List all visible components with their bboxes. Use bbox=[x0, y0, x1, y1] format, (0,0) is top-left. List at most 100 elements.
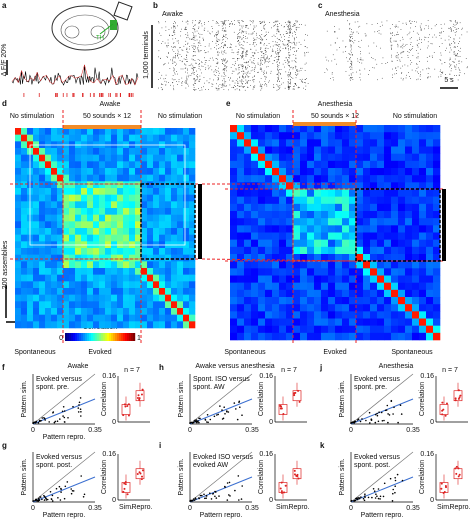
raster-dot bbox=[293, 24, 294, 26]
raster-dot bbox=[289, 86, 290, 87]
heat-cell bbox=[398, 246, 406, 255]
heat-cell bbox=[265, 211, 273, 219]
heat-cell bbox=[183, 168, 190, 175]
heat-cell bbox=[328, 211, 336, 219]
heat-cell bbox=[307, 232, 315, 240]
raster-dot bbox=[287, 26, 289, 27]
heat-cell bbox=[314, 160, 322, 169]
heat-cell bbox=[165, 174, 172, 182]
raster-dot bbox=[192, 71, 194, 73]
raster-dot bbox=[419, 39, 420, 40]
raster-dot bbox=[259, 35, 260, 36]
raster-dot bbox=[237, 41, 238, 42]
raster-dot bbox=[346, 57, 347, 59]
scatter-dot bbox=[79, 408, 82, 411]
heat-cell bbox=[147, 214, 154, 222]
raster-dot bbox=[349, 58, 351, 59]
heat-cell bbox=[335, 325, 343, 334]
heat-cell bbox=[117, 268, 124, 275]
raster-dot bbox=[269, 22, 270, 23]
raster-dot bbox=[280, 73, 281, 75]
raster-dot bbox=[390, 32, 391, 34]
raster-dot bbox=[278, 65, 280, 66]
heat-cell bbox=[105, 294, 112, 302]
heat-cell bbox=[433, 289, 441, 298]
heat-cell bbox=[75, 174, 82, 182]
heat-cell bbox=[412, 311, 420, 319]
raster-dot bbox=[288, 74, 290, 75]
heat-cell bbox=[412, 304, 420, 312]
heat-cell bbox=[33, 274, 40, 282]
heat-cell bbox=[433, 325, 441, 334]
raster-dot bbox=[158, 22, 160, 24]
raster-dot bbox=[186, 49, 187, 50]
y-axis-label: Pattern sim. bbox=[178, 380, 185, 417]
raster-dot bbox=[393, 40, 395, 42]
box-dot bbox=[457, 389, 460, 392]
raster-dot bbox=[198, 49, 199, 51]
heat-cell bbox=[412, 318, 420, 326]
heat-cell bbox=[189, 254, 196, 262]
heat-cell bbox=[230, 211, 238, 219]
box bbox=[292, 468, 302, 480]
heat-cell bbox=[391, 311, 399, 319]
raster-dot bbox=[282, 48, 284, 49]
heat-cell bbox=[189, 174, 196, 182]
heat-cell bbox=[141, 201, 148, 209]
scatter-dot bbox=[63, 497, 66, 500]
heat-cell bbox=[349, 146, 357, 154]
raster-dot bbox=[284, 87, 286, 89]
raster-dot bbox=[241, 82, 242, 84]
raster-dot bbox=[453, 38, 455, 39]
scatter-dot bbox=[229, 495, 231, 497]
raster-dot bbox=[175, 65, 176, 66]
raster-dot bbox=[398, 21, 400, 22]
heat-cell bbox=[39, 281, 46, 289]
raster-dot bbox=[167, 57, 168, 58]
heat-cell bbox=[300, 332, 308, 341]
raster-dot bbox=[291, 42, 293, 44]
raster-dot bbox=[352, 79, 354, 80]
raster-dot bbox=[192, 22, 193, 24]
heat-cell bbox=[230, 289, 238, 298]
raster-dot bbox=[409, 21, 410, 22]
raster-dot bbox=[158, 72, 160, 73]
heat-cell bbox=[251, 232, 259, 240]
raster-dot bbox=[187, 42, 189, 44]
raster-dot bbox=[186, 77, 187, 79]
heat-cell bbox=[398, 289, 406, 298]
heat-cell bbox=[293, 297, 301, 305]
heat-cell bbox=[335, 196, 343, 205]
raster-dot bbox=[460, 47, 461, 49]
raster-dot bbox=[243, 77, 245, 79]
raster-dot bbox=[277, 29, 279, 30]
heat-cell bbox=[147, 154, 154, 162]
raster-dot bbox=[194, 89, 196, 90]
raster-dot bbox=[247, 86, 248, 88]
identity-line bbox=[32, 373, 96, 425]
colorbar-cell bbox=[105, 333, 108, 341]
raster-dot bbox=[368, 45, 369, 47]
heat-cell bbox=[57, 254, 64, 262]
heat-cell bbox=[370, 318, 378, 326]
raster-dot bbox=[260, 89, 262, 91]
raster-dot bbox=[380, 33, 382, 35]
heat-cell bbox=[141, 294, 148, 302]
heat-cell bbox=[391, 153, 399, 162]
event-tick bbox=[55, 93, 56, 97]
scatter-dot bbox=[198, 497, 200, 499]
heat-cell bbox=[33, 268, 40, 275]
raster-dot bbox=[402, 47, 404, 49]
heat-cell bbox=[405, 189, 413, 197]
heat-cell bbox=[237, 304, 245, 312]
raster-dot bbox=[350, 37, 351, 38]
raster-dot bbox=[441, 72, 442, 73]
raster-dot bbox=[264, 84, 265, 86]
raster-dot bbox=[216, 40, 218, 41]
heat-cell bbox=[370, 175, 378, 183]
heat-cell bbox=[21, 134, 28, 142]
box-dot bbox=[454, 397, 457, 400]
raster-dot bbox=[197, 50, 199, 52]
heat-cell bbox=[99, 281, 106, 289]
heat-cell bbox=[314, 182, 322, 190]
